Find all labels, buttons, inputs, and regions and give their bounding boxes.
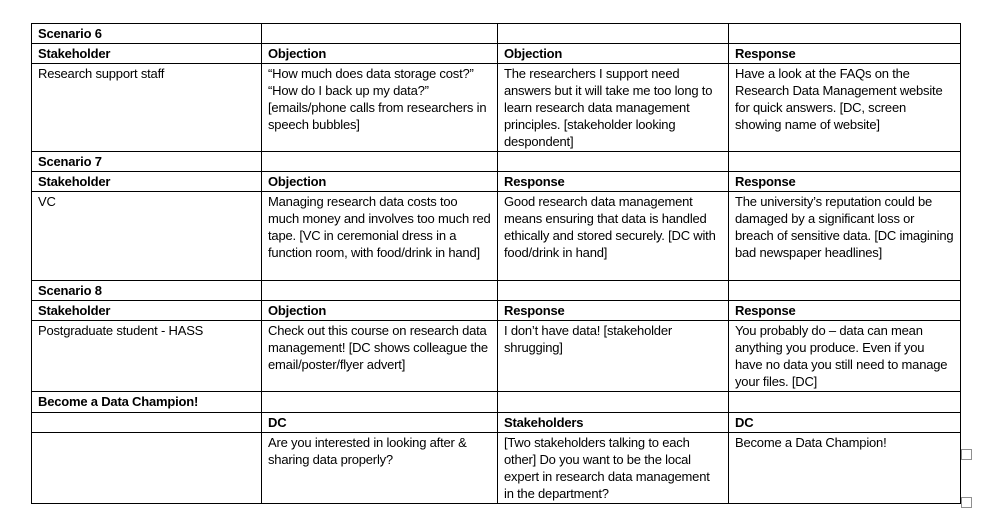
table-cell-r4-c2[interactable]: [261, 151, 498, 172]
table-row-1-section: Scenario 6: [31, 23, 961, 44]
table-cell-r7-c1[interactable]: Scenario 8: [31, 280, 262, 301]
table-cell-r8-c3[interactable]: Response: [497, 300, 729, 321]
table-row-6-body: VC Managing research data costs too much …: [31, 191, 961, 281]
table-cell-r2-c3[interactable]: Objection: [497, 43, 729, 64]
table-row-4-section: Scenario 7: [31, 151, 961, 172]
table-cell-r8-c4[interactable]: Response: [728, 300, 961, 321]
table-cell-r11-c2[interactable]: DC: [261, 412, 498, 433]
table-cell-r10-c2[interactable]: [261, 391, 498, 413]
table-cell-r3-c2[interactable]: “How much does data storage cost?” “How …: [261, 63, 498, 152]
table-cell-r8-c2[interactable]: Objection: [261, 300, 498, 321]
table-row-2-header: Stakeholder Objection Objection Response: [31, 43, 961, 64]
table-cell-r6-c4[interactable]: The university’s reputation could be dam…: [728, 191, 961, 281]
small-square-marker-2: [961, 497, 972, 508]
table-cell-r10-c3[interactable]: [497, 391, 729, 413]
table-cell-r6-c1[interactable]: VC: [31, 191, 262, 281]
table-row-5-header: Stakeholder Objection Response Response: [31, 171, 961, 192]
table-cell-r9-c2[interactable]: Check out this course on research data m…: [261, 320, 498, 392]
table-cell-r2-c1[interactable]: Stakeholder: [31, 43, 262, 64]
table-cell-r3-c4[interactable]: Have a look at the FAQs on the Research …: [728, 63, 961, 152]
table-cell-r5-c1[interactable]: Stakeholder: [31, 171, 262, 192]
table-cell-r1-c3[interactable]: [497, 23, 729, 44]
table-cell-r12-c3[interactable]: [Two stakeholders talking to each other]…: [497, 432, 729, 504]
table-cell-r5-c4[interactable]: Response: [728, 171, 961, 192]
table-row-9-body: Postgraduate student - HASS Check out thi…: [31, 320, 961, 392]
table-cell-r7-c2[interactable]: [261, 280, 498, 301]
table-cell-r11-c4[interactable]: DC: [728, 412, 961, 433]
table-cell-r1-c4[interactable]: [728, 23, 961, 44]
table-cell-r6-c2[interactable]: Managing research data costs too much mo…: [261, 191, 498, 281]
scenario-table: Scenario 6 Stakeholder Objection Objection R…: [31, 23, 961, 504]
table-cell-r4-c3[interactable]: [497, 151, 729, 172]
table-row-3-body: Research support staff “How much does dat…: [31, 63, 961, 152]
table-cell-r11-c1[interactable]: [31, 412, 262, 433]
table-cell-r5-c3[interactable]: Response: [497, 171, 729, 192]
table-row-12-body: Are you interested in looking after & sh…: [31, 432, 961, 504]
table-cell-r3-c3[interactable]: The researchers I support need answers b…: [497, 63, 729, 152]
table-cell-r9-c1[interactable]: Postgraduate student - HASS: [31, 320, 262, 392]
table-cell-r4-c4[interactable]: [728, 151, 961, 172]
table-cell-r10-c1[interactable]: Become a Data Champion!: [31, 391, 262, 413]
table-cell-r9-c4[interactable]: You probably do – data can mean anything…: [728, 320, 961, 392]
table-cell-r6-c3[interactable]: Good research data management means ensu…: [497, 191, 729, 281]
scenario-table-body: Scenario 6 Stakeholder Objection Objection R…: [31, 23, 961, 504]
table-row-11-header: DC Stakeholders DC: [31, 412, 961, 433]
table-cell-r1-c1[interactable]: Scenario 6: [31, 23, 262, 44]
table-cell-r1-c2[interactable]: [261, 23, 498, 44]
table-cell-r10-c4[interactable]: [728, 391, 961, 413]
table-row-10-section: Become a Data Champion!: [31, 391, 961, 413]
table-cell-r11-c3[interactable]: Stakeholders: [497, 412, 729, 433]
table-row-8-header: Stakeholder Objection Response Response: [31, 300, 961, 321]
table-cell-r7-c4[interactable]: [728, 280, 961, 301]
table-cell-r12-c1[interactable]: [31, 432, 262, 504]
table-cell-r7-c3[interactable]: [497, 280, 729, 301]
table-cell-r2-c2[interactable]: Objection: [261, 43, 498, 64]
table-cell-r2-c4[interactable]: Response: [728, 43, 961, 64]
table-cell-r5-c2[interactable]: Objection: [261, 171, 498, 192]
table-cell-r9-c3[interactable]: I don’t have data! [stakeholder shruggin…: [497, 320, 729, 392]
table-row-7-section: Scenario 8: [31, 280, 961, 301]
small-square-marker-1: [961, 449, 972, 460]
table-cell-r4-c1[interactable]: Scenario 7: [31, 151, 262, 172]
table-cell-r12-c4[interactable]: Become a Data Champion!: [728, 432, 961, 504]
table-cell-r3-c1[interactable]: Research support staff: [31, 63, 262, 152]
table-cell-r8-c1[interactable]: Stakeholder: [31, 300, 262, 321]
table-cell-r12-c2[interactable]: Are you interested in looking after & sh…: [261, 432, 498, 504]
